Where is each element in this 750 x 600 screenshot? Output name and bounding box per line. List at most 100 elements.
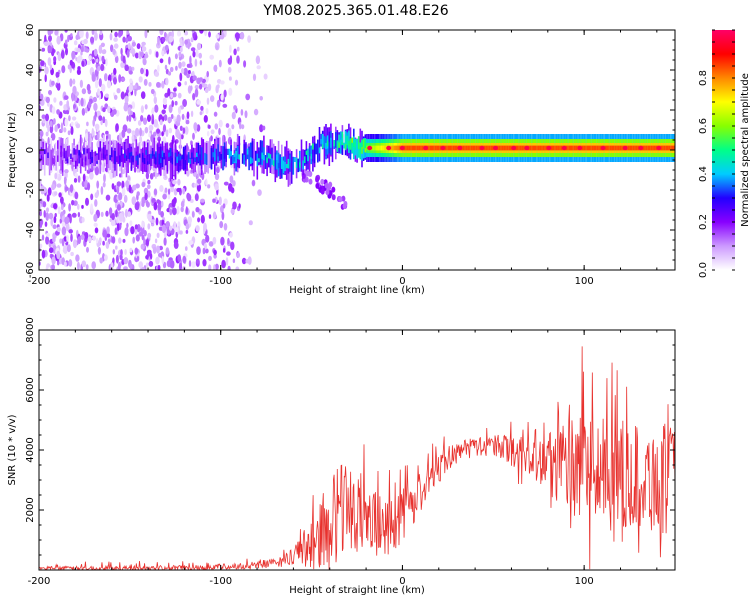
noise-cell [176, 205, 180, 215]
band-cell [572, 145, 574, 151]
noise-cell [60, 49, 65, 59]
band-cell [217, 156, 219, 162]
band-cell [235, 150, 237, 156]
band-cell [583, 145, 586, 151]
band-cell [263, 155, 265, 161]
noise-cell [195, 258, 200, 264]
band-cell [673, 145, 675, 151]
band-cell [506, 145, 509, 151]
band-cell [292, 156, 295, 175]
band-cell [591, 145, 594, 151]
peak-cell [656, 145, 662, 151]
noise-cell [115, 245, 118, 250]
band-cell [346, 135, 349, 146]
band-cell [531, 145, 533, 151]
band-cell [469, 145, 471, 151]
band-cell [289, 155, 291, 164]
noise-cell [51, 80, 55, 86]
noise-cell [124, 64, 129, 72]
noise-cell [194, 58, 198, 67]
band-cell [380, 145, 383, 151]
noise-cell [223, 89, 227, 98]
noise-cell [190, 110, 194, 118]
noise-cell [178, 262, 183, 270]
noise-cell [143, 67, 146, 76]
x-tick-label: -100 [209, 576, 232, 587]
noise-cell [118, 74, 122, 83]
noise-cell [204, 30, 208, 37]
noise-cell [69, 214, 72, 224]
band-cell [197, 156, 200, 162]
band-cell [408, 145, 411, 151]
band-cell [89, 159, 92, 163]
noise-cell [46, 207, 49, 213]
noise-cell [199, 83, 203, 90]
noise-cell [100, 63, 105, 72]
noise-cell [72, 78, 76, 85]
noise-cell [159, 30, 164, 36]
noise-cell [204, 83, 208, 88]
noise-cell [162, 261, 167, 269]
noise-cell [214, 123, 219, 130]
band-cell [94, 156, 97, 162]
noise-cell [203, 115, 208, 123]
band-cell [276, 158, 278, 169]
noise-cell [207, 83, 212, 92]
band-cell [114, 151, 116, 165]
noise-cell [113, 37, 118, 42]
noise-cell [147, 114, 151, 122]
noise-cell [114, 31, 118, 38]
noise-cell [46, 263, 51, 268]
noise-cell [163, 114, 168, 121]
band-cell [338, 142, 340, 148]
noise-cell [108, 207, 113, 216]
noise-cell [141, 201, 145, 208]
band-cell [238, 136, 241, 169]
band-cell [99, 141, 102, 161]
band-cell [39, 154, 41, 158]
noise-cell [132, 184, 137, 191]
band-cell [133, 147, 136, 168]
noise-cell [75, 254, 80, 262]
noise-cell [172, 207, 177, 216]
noise-cell [145, 199, 149, 207]
band-cell [158, 153, 160, 165]
noise-cell [168, 225, 173, 231]
band-cell [575, 145, 577, 151]
noise-cell [87, 101, 92, 109]
noise-cell [147, 223, 151, 230]
snr-series-line [39, 346, 675, 570]
noise-cell [167, 71, 172, 76]
noise-cell [112, 108, 117, 115]
noise-cell [136, 43, 141, 50]
noise-cell [184, 81, 187, 86]
band-cell [492, 145, 494, 151]
band-cell [210, 148, 213, 170]
band-cell [285, 164, 288, 169]
band-cell [353, 136, 355, 160]
noise-cell [41, 47, 46, 52]
noise-cell [64, 30, 68, 33]
noise-cell [186, 73, 191, 79]
band-cell [488, 145, 491, 151]
noise-cell [134, 52, 139, 59]
noise-cell [122, 55, 126, 64]
noise-cell [222, 203, 226, 209]
noise-cell [118, 212, 124, 222]
band-cell [330, 137, 332, 148]
noise-cell [94, 199, 98, 207]
noise-cell [115, 254, 119, 264]
snr-panel: -200 -100 0 100 2000 4000 6000 8000 Height of s… [7, 317, 676, 596]
noise-cell [177, 92, 182, 99]
band-cell [397, 145, 399, 151]
noise-cell [105, 58, 108, 67]
band-cell [294, 157, 296, 162]
band-cell [40, 148, 43, 156]
noise-cell [73, 200, 78, 206]
band-cell [179, 134, 182, 172]
band-cell [192, 147, 195, 159]
band-cell [146, 142, 149, 163]
noise-cell [233, 105, 238, 110]
noise-cell [190, 47, 196, 52]
noise-cell [44, 66, 49, 75]
